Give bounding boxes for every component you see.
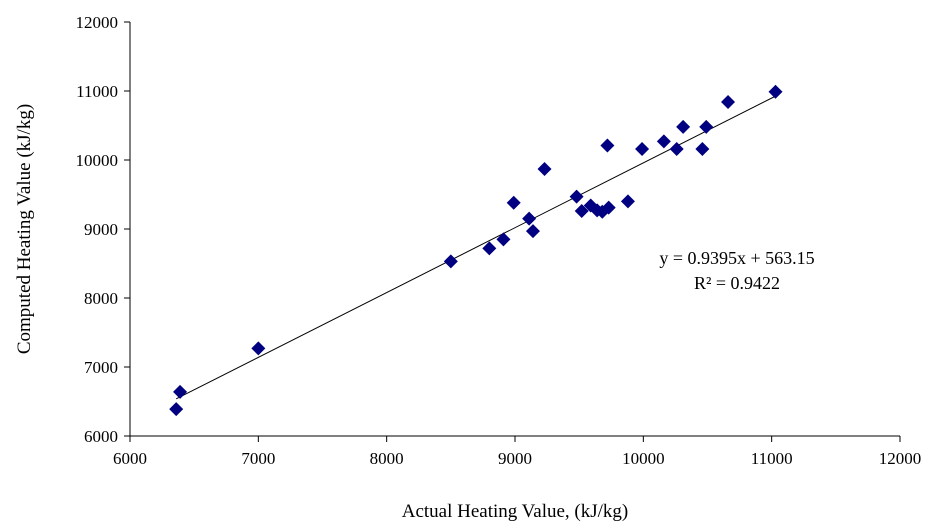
data-point	[768, 84, 783, 99]
x-axis-title: Actual Heating Value, (kJ/kg)	[402, 501, 629, 522]
y-tick-label: 10000	[76, 151, 119, 170]
y-tick-label: 8000	[84, 289, 118, 308]
x-tick-label: 11000	[751, 449, 793, 468]
x-tick-label: 9000	[498, 449, 532, 468]
data-point	[721, 95, 736, 110]
x-axis-ticks: 6000 7000 8000 9000 10000 11000 12000	[113, 436, 921, 468]
data-point	[676, 119, 691, 134]
y-tick-label: 12000	[76, 13, 119, 32]
plot-axes	[129, 22, 900, 437]
x-tick-label: 10000	[622, 449, 665, 468]
data-point	[569, 189, 584, 204]
data-point	[169, 402, 184, 417]
data-point	[482, 241, 497, 256]
data-point	[656, 134, 671, 149]
data-point	[669, 141, 684, 156]
x-tick-label: 6000	[113, 449, 147, 468]
y-tick-label: 7000	[84, 358, 118, 377]
data-point	[635, 141, 650, 156]
x-tick-label: 7000	[241, 449, 275, 468]
data-point	[537, 161, 552, 176]
y-tick-label: 6000	[84, 427, 118, 446]
data-point	[251, 341, 266, 356]
data-point	[173, 384, 188, 399]
x-tick-label: 8000	[370, 449, 404, 468]
data-point	[443, 254, 458, 269]
data-points	[169, 84, 783, 417]
trendline-equation: y = 0.9395x + 563.15	[659, 248, 814, 268]
y-tick-label: 11000	[76, 82, 118, 101]
y-axis-ticks: 6000 7000 8000 9000 10000 11000 12000	[76, 13, 130, 446]
data-point	[506, 195, 521, 210]
data-point	[620, 194, 635, 209]
data-point	[522, 211, 537, 226]
trendline-r-squared: R² = 0.9422	[694, 273, 780, 293]
data-point	[695, 141, 710, 156]
data-point	[525, 224, 540, 239]
y-axis-title: Computed Heating Value (kJ/kg)	[14, 104, 35, 354]
data-point	[496, 232, 511, 247]
y-tick-label: 9000	[84, 220, 118, 239]
data-point	[600, 138, 615, 153]
data-point	[601, 200, 616, 215]
x-tick-label: 12000	[879, 449, 922, 468]
data-point	[699, 119, 714, 134]
data-point	[574, 204, 589, 219]
